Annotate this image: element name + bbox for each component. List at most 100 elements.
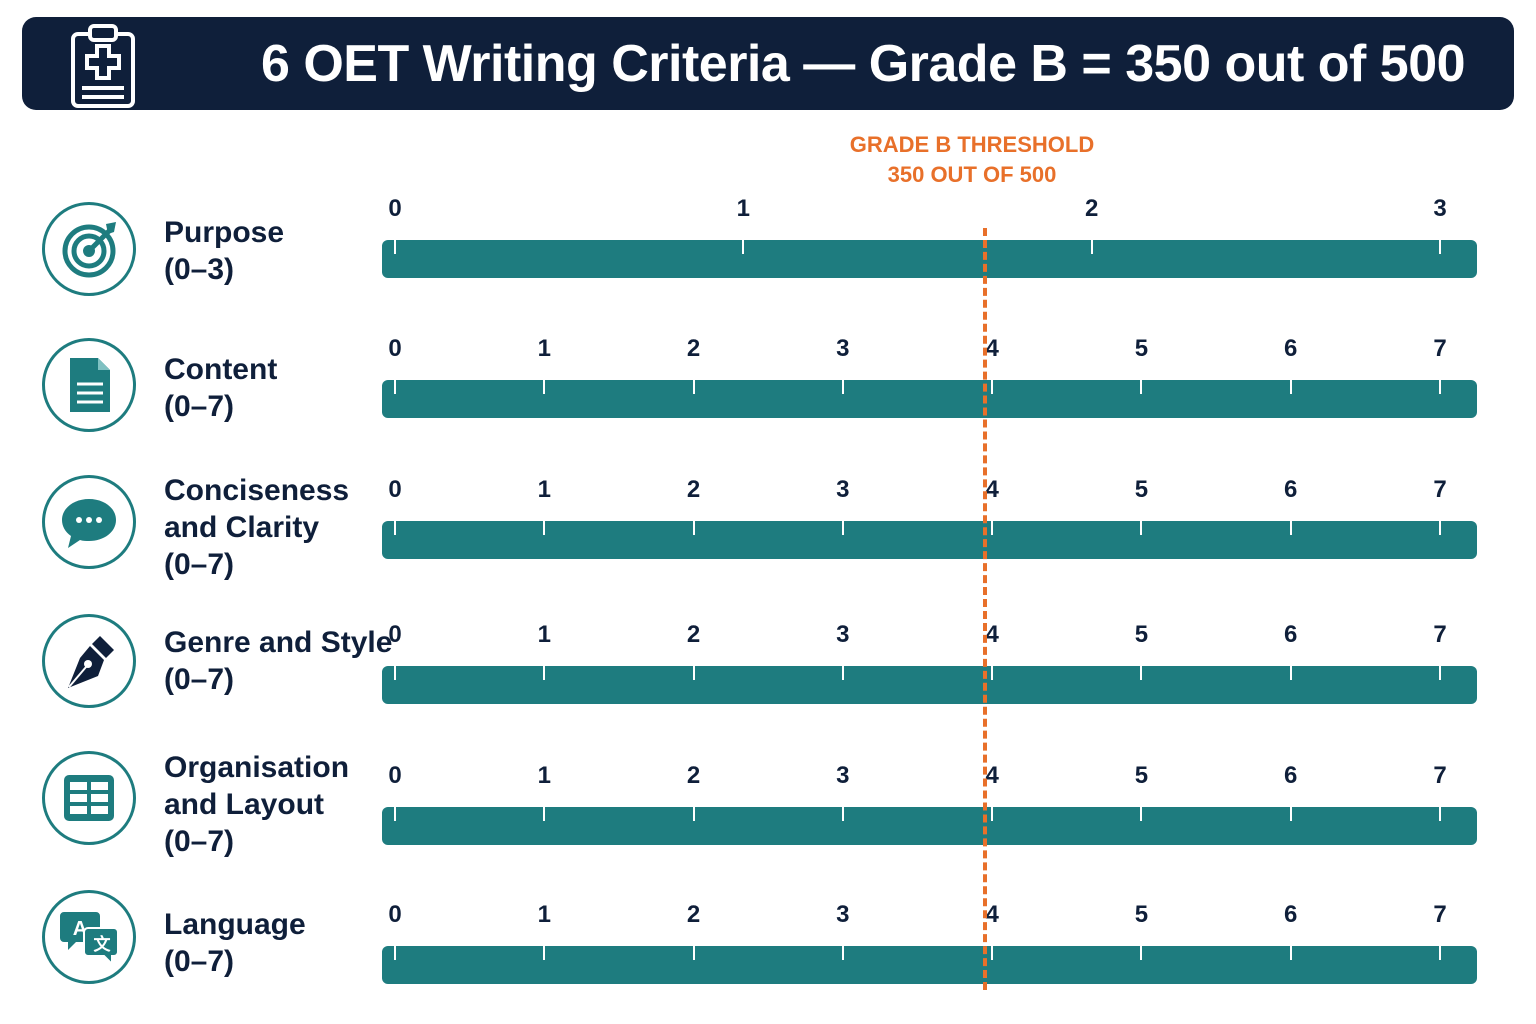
scale-tick	[1439, 515, 1441, 535]
scale-tick	[1289, 515, 1292, 535]
scale-tick	[692, 660, 695, 680]
criterion-label: Genre and Style (0–7)	[164, 624, 392, 698]
scale-tick-label: 6	[1284, 335, 1298, 362]
scale-tick-label: 3	[836, 335, 850, 362]
layout-grid-icon	[64, 775, 114, 821]
scale-tick	[1140, 660, 1143, 680]
grade-b-threshold-line	[983, 228, 987, 990]
criterion-name: Purpose	[164, 216, 285, 249]
criterion-range: (0–7)	[164, 945, 235, 978]
scale-tick	[543, 515, 546, 535]
scale-tick-label: 2	[686, 476, 701, 503]
scale-tick-label: 5	[1134, 476, 1149, 503]
threshold-label-line1: GRADE B THRESHOLD	[849, 132, 1095, 157]
scale-tick-label: 2	[686, 335, 701, 362]
target-icon	[62, 222, 116, 278]
scale-tick-label: 2	[686, 762, 701, 789]
scale-tick-label: 4	[985, 335, 999, 362]
scale-tick-label: 4	[985, 476, 999, 503]
scale-tick-label: 1	[537, 476, 551, 503]
scale-tick	[841, 801, 844, 821]
scale-tick	[692, 515, 695, 535]
scale-tick-label: 4	[985, 901, 999, 928]
scale-tick-label: 0	[388, 901, 402, 928]
score-scale-bar	[382, 946, 1477, 984]
scale-tick-label: 4	[985, 621, 999, 648]
speech-bubble-icon	[62, 499, 116, 548]
scale-tick-label: 7	[1433, 335, 1447, 362]
scale-tick-label: 2	[686, 901, 701, 928]
scale-tick-label: 0	[388, 195, 402, 222]
scale-tick	[1439, 234, 1441, 254]
scale-tick-label: 7	[1433, 476, 1447, 503]
scale-tick	[742, 234, 745, 254]
criterion-label: Language (0–7)	[164, 906, 306, 980]
score-scale-bar	[382, 240, 1477, 278]
criterion-range: (0–3)	[164, 253, 235, 286]
scale-tick	[394, 234, 396, 254]
scale-tick	[1289, 374, 1292, 394]
scale-tick-label: 6	[1284, 762, 1298, 789]
scale-tick-label: 1	[736, 195, 750, 222]
criterion-range: (0–7)	[164, 548, 235, 581]
scale-tick	[394, 515, 396, 535]
scale-tick-label: 4	[985, 762, 999, 789]
criterion-name: Genre and Style	[164, 626, 393, 659]
scale-tick	[1439, 374, 1441, 394]
scale-tick	[1439, 940, 1441, 960]
criterion-label: Purpose (0–3)	[164, 214, 284, 288]
scale-tick	[394, 374, 396, 394]
scale-tick-label: 1	[537, 901, 551, 928]
scale-tick-label: 2	[686, 621, 701, 648]
scale-tick-label: 5	[1134, 335, 1149, 362]
scale-tick	[1140, 801, 1143, 821]
criterion-icon-wrapper	[42, 614, 136, 708]
scale-tick	[841, 940, 844, 960]
scale-tick-label: 0	[388, 335, 402, 362]
scale-tick	[543, 374, 546, 394]
threshold-label-line2: 350 OUT OF 500	[887, 162, 1057, 187]
page-title: 6 OET Writing Criteria — Grade B = 350 o…	[260, 34, 1466, 93]
scale-tick	[692, 940, 695, 960]
scale-tick	[841, 660, 844, 680]
criterion-icon-wrapper	[42, 202, 136, 296]
criterion-label: Conciseness and Clarity (0–7)	[164, 472, 350, 583]
criterion-icon-wrapper	[42, 475, 136, 569]
scale-tick	[991, 801, 994, 821]
criterion-range: (0–7)	[164, 825, 235, 858]
criterion-label: Content (0–7)	[164, 351, 277, 425]
scale-tick-label: 3	[1433, 195, 1447, 222]
scale-tick-label: 5	[1134, 762, 1149, 789]
scale-tick	[1289, 940, 1292, 960]
scale-tick-label: 0	[388, 621, 402, 648]
scale-tick	[1289, 801, 1292, 821]
criterion-name: Organisation and Layout	[164, 751, 350, 821]
scale-tick	[991, 515, 994, 535]
scale-tick	[1140, 515, 1143, 535]
scale-tick	[692, 374, 695, 394]
scale-tick	[841, 515, 844, 535]
scale-tick	[394, 660, 396, 680]
criterion-icon-wrapper	[42, 751, 136, 845]
scale-tick	[543, 801, 546, 821]
scale-tick-label: 3	[836, 476, 850, 503]
criterion-name: Language	[164, 908, 306, 941]
scale-tick-label: 3	[836, 762, 850, 789]
criterion-range: (0–7)	[164, 663, 235, 696]
scale-tick	[543, 660, 546, 680]
score-scale-bar	[382, 666, 1477, 704]
criterion-name: Conciseness and Clarity	[164, 474, 350, 544]
document-icon	[70, 358, 110, 412]
pen-nib-icon	[68, 636, 114, 688]
title-banner: 6 OET Writing Criteria — Grade B = 350 o…	[22, 17, 1514, 110]
criterion-range: (0–7)	[164, 390, 235, 423]
scale-tick-label: 6	[1284, 476, 1298, 503]
scale-tick	[1140, 940, 1143, 960]
scale-tick	[543, 940, 546, 960]
scale-tick	[991, 660, 994, 680]
score-scale-bar	[382, 380, 1477, 418]
scale-tick-label: 0	[388, 476, 402, 503]
scale-tick-label: 1	[537, 335, 551, 362]
score-scale-bar	[382, 521, 1477, 559]
scale-tick	[692, 801, 695, 821]
